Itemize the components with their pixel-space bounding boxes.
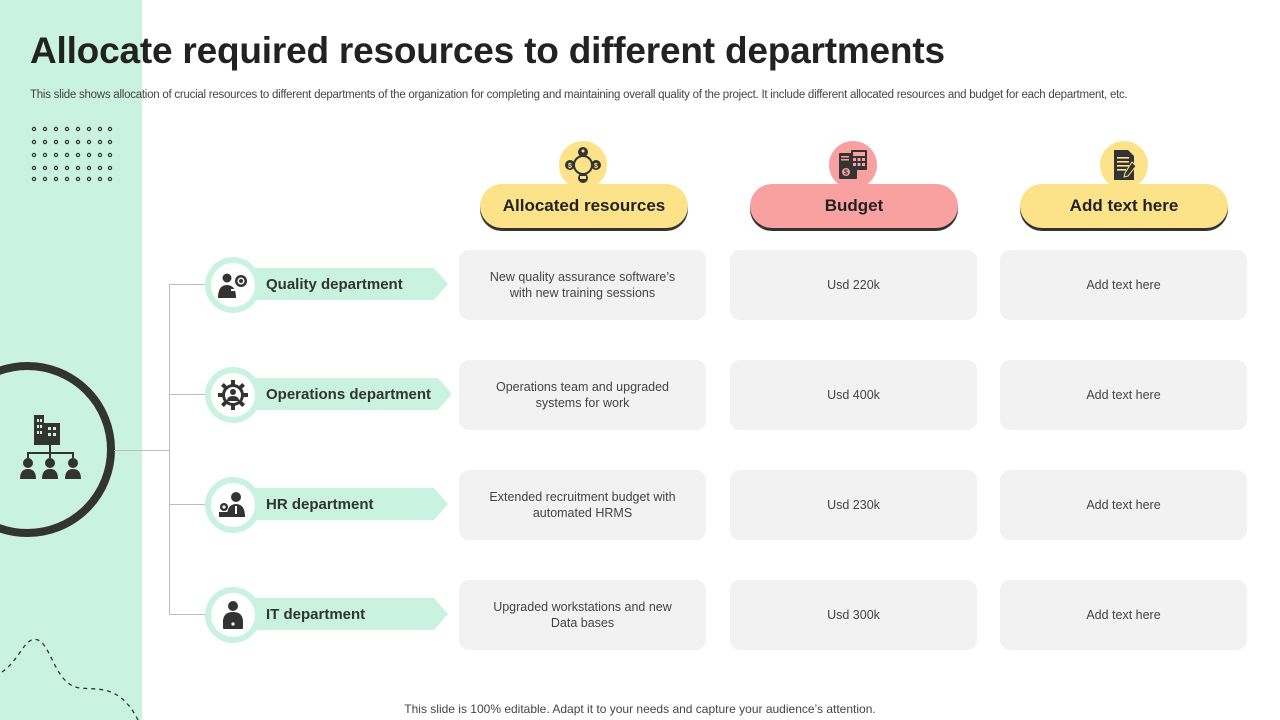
cell-budget: Usd 220k — [730, 250, 977, 320]
column-icon-circle — [1098, 139, 1150, 191]
hr-team-icon — [219, 492, 245, 517]
cell-resources: Operations team and upgraded systems for… — [459, 360, 706, 430]
quality-inspector-icon — [218, 273, 247, 298]
svg-text:$: $ — [594, 163, 598, 170]
slide-title: Allocate required resources to different… — [30, 30, 945, 71]
dept-icon-circle — [205, 257, 261, 313]
budget-calculator-icon: $ — [839, 150, 867, 179]
cell-extra: Add text here — [1000, 360, 1247, 430]
hub-connector — [114, 450, 170, 451]
dept-label-ribbon: IT department — [250, 598, 448, 630]
dept-label-ribbon: Quality department — [250, 268, 448, 300]
dashed-wave-decoration — [1, 638, 139, 720]
it-worker-icon — [223, 601, 243, 629]
branch-line — [169, 284, 209, 285]
cell-extra: Add text here — [1000, 580, 1247, 650]
branch-line — [169, 394, 209, 395]
column-header-allocated-resources: Allocated resources — [480, 184, 688, 228]
slide-subtitle: This slide shows allocation of crucial r… — [30, 89, 1128, 101]
branch-line — [169, 504, 209, 505]
cell-budget: Usd 300k — [730, 580, 977, 650]
organization-hierarchy-icon — [20, 415, 81, 479]
slide-footer: This slide is 100% editable. Adapt it to… — [404, 702, 876, 716]
document-pen-icon — [1114, 150, 1137, 180]
side-panel — [0, 0, 142, 720]
cell-budget: Usd 400k — [730, 360, 977, 430]
column-icon-circle: $ $ — [557, 139, 609, 191]
dept-label-ribbon: HR department — [250, 488, 448, 520]
svg-text:$: $ — [568, 163, 572, 170]
dept-name: HR department — [266, 495, 374, 513]
cell-budget: Usd 230k — [730, 470, 977, 540]
column-header-add-text: Add text here — [1020, 184, 1228, 228]
dept-icon-circle — [205, 367, 261, 423]
dept-icon-circle — [205, 477, 261, 533]
resource-network-icon: $ $ — [565, 147, 601, 183]
dept-name: IT department — [266, 605, 366, 623]
column-header-budget: Budget — [750, 184, 958, 228]
branch-line — [169, 614, 209, 615]
cell-resources: Upgraded workstations and new Data bases — [459, 580, 706, 650]
cell-extra: Add text here — [1000, 250, 1247, 320]
cell-resources: New quality assurance software’s with ne… — [459, 250, 706, 320]
cell-extra: Add text here — [1000, 470, 1247, 540]
dot-grid-decoration — [31, 126, 113, 182]
svg-text:$: $ — [844, 170, 848, 177]
gear-person-icon — [218, 380, 248, 410]
dept-label-ribbon: Operations department — [250, 378, 452, 410]
dept-icon-circle — [205, 587, 261, 643]
dept-name: Quality department — [266, 275, 403, 293]
column-icon-circle: $ — [827, 139, 879, 191]
cell-resources: Extended recruitment budget with automat… — [459, 470, 706, 540]
tree-trunk — [169, 284, 170, 615]
dept-name: Operations department — [266, 385, 432, 403]
